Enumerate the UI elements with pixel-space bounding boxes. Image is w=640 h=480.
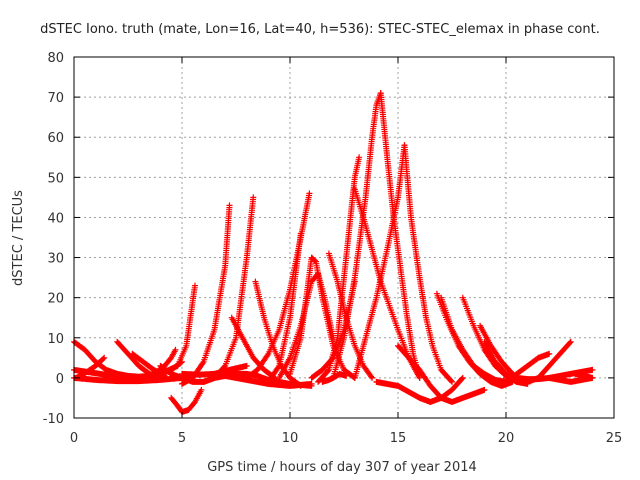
x-axis-label: GPS time / hours of day 307 of year 2014 bbox=[207, 460, 477, 475]
x-tick-label: 0 bbox=[70, 431, 78, 446]
y-tick-label: 30 bbox=[47, 252, 64, 267]
x-tick-label: 5 bbox=[178, 431, 186, 446]
arc-markers bbox=[265, 230, 304, 385]
x-tick-label: 25 bbox=[606, 431, 623, 446]
arc-markers bbox=[351, 142, 408, 381]
satellite-arc-29 bbox=[395, 342, 488, 405]
satellite-arc-18 bbox=[276, 270, 337, 381]
y-tick-label: 10 bbox=[47, 332, 64, 347]
x-tick-label: 20 bbox=[498, 431, 515, 446]
arc-markers bbox=[330, 90, 384, 381]
arc-markers bbox=[438, 294, 509, 385]
satellite-arc-26 bbox=[351, 142, 408, 381]
satellite-arc-14 bbox=[252, 278, 304, 389]
y-tick-label: -10 bbox=[43, 412, 64, 427]
satellite-arc-9 bbox=[179, 202, 233, 387]
satellite-arc-24 bbox=[330, 90, 384, 381]
x-tick-label: 15 bbox=[390, 431, 407, 446]
arc-markers bbox=[168, 386, 205, 415]
satellite-arc-22 bbox=[315, 154, 363, 385]
arc-markers bbox=[179, 202, 233, 387]
satellite-arc-8 bbox=[168, 386, 205, 415]
y-tick-label: 80 bbox=[47, 51, 64, 66]
y-tick-label: 70 bbox=[47, 91, 64, 106]
arc-markers bbox=[401, 142, 455, 385]
chart-title: dSTEC Iono. truth (mate, Lon=16, Lat=40,… bbox=[40, 22, 600, 37]
arc-markers bbox=[572, 370, 596, 381]
satellite-arc-27 bbox=[401, 142, 455, 385]
y-tick-label: 50 bbox=[47, 171, 64, 186]
arc-markers bbox=[315, 154, 363, 385]
satellite-arc-31 bbox=[438, 294, 509, 385]
axis-ticks: 0 5 10 15 20 25 -10 0 10 20 30 40 50 60 70 80 bbox=[43, 51, 623, 446]
arc-markers bbox=[252, 278, 304, 389]
arc-markers bbox=[200, 194, 257, 385]
x-tick-label: 10 bbox=[282, 431, 299, 446]
arc-markers bbox=[276, 270, 337, 381]
y-tick-label: 40 bbox=[47, 211, 64, 226]
plot-frame bbox=[73, 56, 615, 419]
y-tick-label: 0 bbox=[56, 372, 64, 387]
satellite-arc-38 bbox=[572, 370, 596, 381]
satellite-arc-11 bbox=[200, 194, 257, 385]
y-tick-label: 60 bbox=[47, 131, 64, 146]
y-tick-label: 20 bbox=[47, 292, 64, 307]
satellite-arc-16 bbox=[265, 230, 304, 385]
y-axis-label: dSTEC / TECUs bbox=[11, 190, 26, 286]
arc-markers bbox=[395, 342, 488, 405]
data-series bbox=[71, 90, 596, 415]
